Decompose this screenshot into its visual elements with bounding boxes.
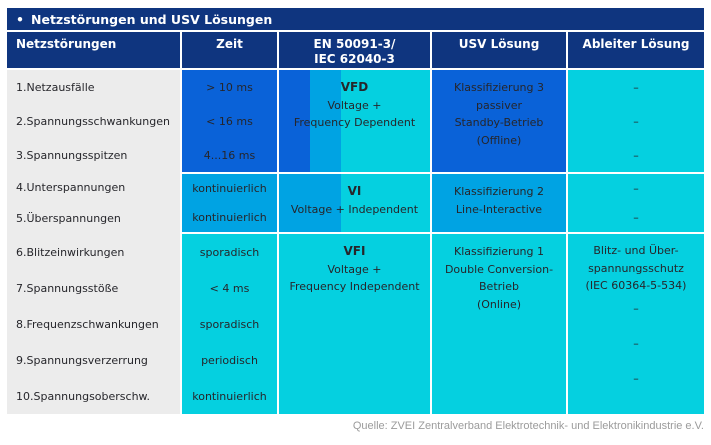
classification-line: Voltage +	[327, 262, 382, 276]
ableiter-line: (IEC 60364-5-534)	[585, 279, 687, 292]
row-label-7: 7.Spannungsstöße	[16, 281, 119, 295]
table-title-bar: • Netzstörungen und USV Lösungen	[7, 8, 704, 30]
zeit-value: kontinuierlich	[192, 182, 267, 195]
row-label-4: 4.Unterspannungen	[16, 181, 126, 194]
classification-code: VFI	[343, 244, 366, 258]
coverage-stripe-class2	[310, 70, 341, 172]
usv-cell-class1: Klassifizierung 1 Double Conversion- Bet…	[432, 234, 566, 414]
classification-cell-vi: VI Voltage + Independent	[279, 174, 430, 232]
zeit-value: sporadisch	[199, 317, 260, 331]
zeit-value: > 10 ms	[206, 80, 253, 94]
dash-placeholder: –	[633, 211, 639, 224]
row-label-9: 9.Spannungsverzerrung	[16, 353, 148, 367]
zeit-value: periodisch	[201, 353, 258, 367]
usv-line: Line-Interactive	[455, 202, 543, 216]
usv-line: Klassifizierung 3	[454, 81, 544, 94]
dash-placeholder: –	[633, 182, 639, 195]
classification-text: VFD Voltage + Frequency Dependent	[279, 79, 430, 132]
usv-line: Klassifizierung 2	[454, 185, 544, 198]
coverage-stripe-class2	[279, 174, 341, 232]
dash-placeholder: –	[633, 114, 639, 128]
ableiter-cell-group2: – –	[568, 174, 704, 232]
disturbance-list: 1.Netzausfälle 2.Spannungsschwankungen 3…	[7, 70, 180, 414]
usv-line: Double Conversion-	[444, 262, 554, 276]
dash-placeholder: –	[633, 148, 639, 162]
classification-line: Frequency Dependent	[293, 116, 416, 129]
zeit-cell-group1: > 10 ms < 16 ms 4...16 ms	[182, 70, 277, 172]
bullet-icon: •	[16, 11, 24, 27]
zeit-cell-group3: sporadisch < 4 ms sporadisch periodisch …	[182, 234, 277, 414]
dash-placeholder: –	[633, 371, 639, 385]
row-label-8: 8.Frequenzschwankungen	[16, 317, 159, 331]
row-label-5: 5.Überspannungen	[16, 212, 121, 225]
table-header-row: Netzstörungen Zeit EN 50091-3/ IEC 62040…	[7, 32, 704, 68]
column-header-ableiter: Ableiter Lösung	[568, 32, 704, 68]
ableiter-line: spannungsschutz	[588, 261, 684, 275]
usv-table: • Netzstörungen und USV Lösungen Netzstö…	[7, 8, 704, 414]
column-header-netzstoerungen: Netzstörungen	[7, 32, 180, 68]
usv-cell-class2: Klassifizierung 2 Line-Interactive	[432, 174, 566, 232]
ableiter-cell-group1: – – –	[568, 70, 704, 172]
ableiter-line: Blitz- und Über-	[593, 244, 679, 257]
source-caption: Quelle: ZVEI Zentralverband Elektrotechn…	[352, 420, 704, 432]
classification-line: Voltage +	[327, 98, 382, 112]
usv-line: Klassifizierung 1	[454, 245, 544, 258]
row-label-2: 2.Spannungsschwankungen	[16, 114, 170, 128]
classification-text: VI Voltage + Independent	[279, 183, 430, 218]
classification-line: Frequency Independent	[289, 280, 420, 293]
norm-line-1: EN 50091-3/	[313, 37, 396, 51]
usv-cell-class3: Klassifizierung 3 passiver Standby-Betri…	[432, 70, 566, 172]
column-header-norm: EN 50091-3/ IEC 62040-3	[279, 32, 430, 68]
usv-line: (Online)	[476, 297, 522, 311]
row-label-1: 1.Netzausfälle	[16, 80, 95, 94]
zeit-value: < 16 ms	[206, 114, 253, 128]
zeit-value: 4...16 ms	[203, 148, 256, 162]
zeit-value: kontinuierlich	[192, 211, 267, 224]
usv-line: passiver	[475, 98, 523, 112]
dash-placeholder: –	[633, 336, 639, 350]
row-label-3: 3.Spannungsspitzen	[16, 148, 128, 162]
table-body: 1.Netzausfälle 2.Spannungsschwankungen 3…	[7, 70, 704, 414]
row-label-10: 10.Spannungsoberschw.	[16, 389, 151, 403]
dash-placeholder: –	[633, 301, 639, 315]
classification-code: VFD	[340, 80, 369, 94]
classification-cell-vfd: VFD Voltage + Frequency Dependent	[279, 70, 430, 172]
classification-line: Voltage + Independent	[290, 202, 419, 216]
classification-code: VI	[347, 184, 362, 198]
column-header-zeit: Zeit	[182, 32, 277, 68]
row-label-6: 6.Blitzeinwirkungen	[16, 245, 125, 259]
usv-line: Standby-Betrieb	[454, 116, 544, 129]
usv-line: Betrieb	[479, 280, 519, 293]
zeit-value: sporadisch	[199, 245, 260, 259]
zeit-value: < 4 ms	[209, 281, 250, 295]
page-title: Netzstörungen und USV Lösungen	[31, 11, 273, 27]
zeit-cell-group2: kontinuierlich kontinuierlich	[182, 174, 277, 232]
coverage-stripe-class3	[279, 70, 310, 172]
norm-line-2: IEC 62040-3	[314, 52, 395, 66]
column-header-usv: USV Lösung	[432, 32, 566, 68]
ableiter-dashes: – – –	[568, 291, 704, 396]
usv-line: (Offline)	[476, 133, 522, 147]
zeit-value: kontinuierlich	[192, 389, 267, 403]
dash-placeholder: –	[633, 80, 639, 94]
classification-text: VFI Voltage + Frequency Independent	[279, 243, 430, 296]
ableiter-cell-group3: Blitz- und Über- spannungsschutz (IEC 60…	[568, 234, 704, 414]
classification-cell-vfi: VFI Voltage + Frequency Independent	[279, 234, 430, 414]
